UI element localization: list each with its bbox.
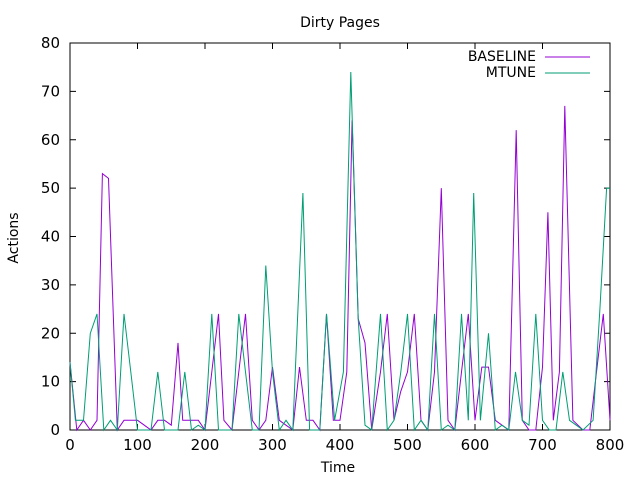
x-tick-label: 100 — [123, 436, 152, 454]
x-tick-label: 700 — [528, 436, 557, 454]
y-tick-label: 0 — [50, 421, 60, 439]
y-tick-label: 20 — [41, 324, 60, 342]
x-tick-label: 0 — [65, 436, 75, 454]
y-tick-label: 60 — [41, 131, 60, 149]
y-tick-label: 70 — [41, 82, 60, 100]
x-tick-label: 500 — [393, 436, 422, 454]
plot-frame — [69, 42, 611, 431]
x-tick-label: 300 — [258, 436, 287, 454]
y-tick-label: 40 — [41, 228, 60, 246]
x-tick-label: 600 — [461, 436, 490, 454]
x-tick-label: 200 — [191, 436, 220, 454]
x-axis-title: Time — [320, 460, 355, 476]
series-layer — [69, 71, 611, 432]
axes: 0 100 200 300 400 500 600 700 800 0 10 20 30 40 50 60 70… — [41, 34, 624, 454]
series-line-baseline — [69, 105, 611, 432]
y-tick-label: 50 — [41, 179, 60, 197]
chart-title: Dirty Pages — [300, 15, 380, 31]
x-tick-label: 400 — [326, 436, 355, 454]
y-axis-title: Actions — [6, 212, 22, 263]
legend-label-baseline: BASELINE — [468, 49, 536, 65]
series-line-mtune — [69, 71, 610, 432]
y-tick-label: 30 — [41, 276, 60, 294]
x-tick-label: 800 — [596, 436, 625, 454]
y-tick-label: 80 — [41, 34, 60, 52]
legend-label-mtune: MTUNE — [486, 65, 536, 81]
y-tick-label: 10 — [41, 373, 60, 391]
